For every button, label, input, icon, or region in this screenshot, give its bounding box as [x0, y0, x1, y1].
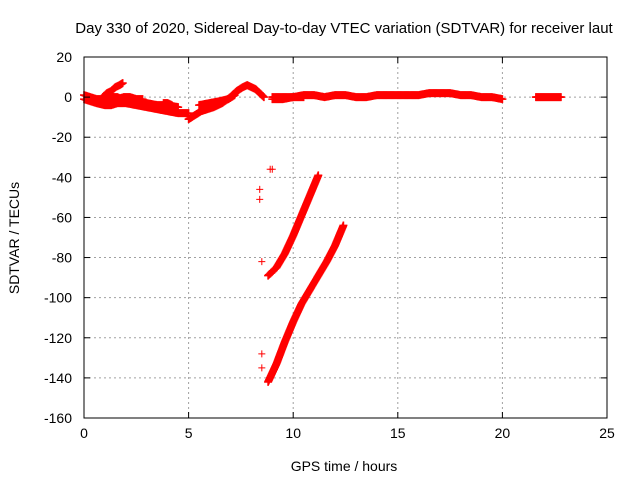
data-point	[256, 195, 264, 203]
y-tick-label: -100	[44, 290, 72, 306]
data-series	[80, 79, 565, 386]
y-axis-label: SDTVAR / TECUs	[6, 182, 22, 294]
data-point	[138, 95, 147, 104]
y-tick-label: -80	[52, 250, 72, 266]
data-point	[118, 79, 127, 88]
y-tick-label: -140	[44, 370, 72, 386]
x-tick-label: 5	[185, 425, 193, 441]
data-segment	[531, 93, 565, 102]
data-point	[258, 258, 266, 266]
data-point	[258, 350, 266, 358]
y-tick-label: -60	[52, 209, 72, 225]
data-segment	[159, 99, 176, 110]
data-point	[259, 92, 268, 101]
data-point	[174, 103, 183, 112]
data-segment	[268, 93, 308, 104]
data-point	[259, 93, 268, 102]
data-point	[339, 221, 348, 230]
data-point	[268, 165, 276, 173]
data-segment	[264, 221, 348, 386]
y-tick-label: 20	[56, 49, 72, 65]
data-point	[167, 101, 176, 110]
data-point	[498, 95, 507, 104]
data-point	[299, 93, 308, 102]
data-segment	[195, 91, 239, 110]
ticks: 0 5 10 15 20 25 20 0 -20 -40 -60 -80 -100 -120 -140 -16…	[44, 49, 615, 441]
y-tick-label: -20	[52, 129, 72, 145]
chart-title: Day 330 of 2020, Sidereal Day-to-day VTE…	[75, 20, 613, 37]
x-axis-label: GPS time / hours	[291, 458, 398, 474]
data-segment	[98, 79, 127, 102]
x-tick-label: 0	[80, 425, 88, 441]
data-point	[230, 91, 239, 100]
data-point	[556, 93, 565, 102]
plot-frame	[83, 56, 608, 419]
data-segment	[264, 171, 323, 280]
data-point	[258, 364, 266, 372]
x-tick-label: 10	[285, 425, 301, 441]
y-tick-label: -120	[44, 330, 72, 346]
x-tick-label: 20	[495, 425, 511, 441]
data-point	[314, 171, 323, 180]
y-tick-label: 0	[64, 89, 72, 105]
x-tick-label: 25	[599, 425, 615, 441]
y-tick-label: -160	[44, 410, 72, 426]
data-segment	[107, 93, 147, 106]
y-tick-label: -40	[52, 169, 72, 185]
data-point	[256, 185, 264, 193]
x-tick-label: 15	[390, 425, 406, 441]
data-point	[258, 91, 266, 99]
